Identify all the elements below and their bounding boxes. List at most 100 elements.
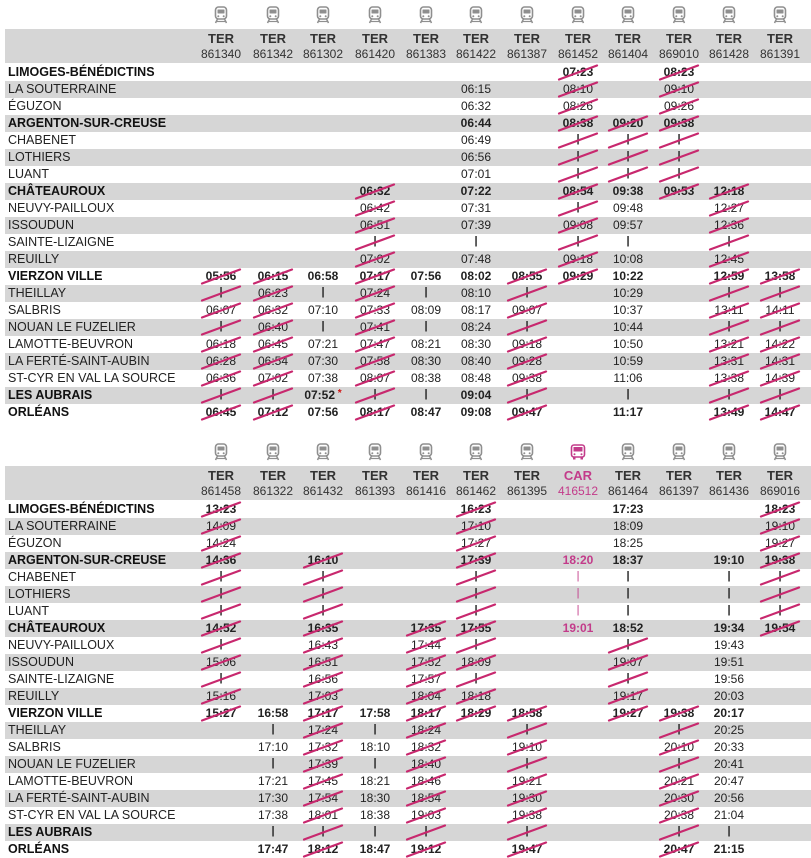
departure-time: 17:24	[307, 723, 339, 737]
station-name: CHABENET	[8, 570, 77, 584]
departure-time: 19:34	[713, 621, 745, 635]
train-column-header: TER 861432	[297, 466, 349, 500]
departure-time: 07:47	[359, 337, 391, 351]
departure-time: 09:20	[612, 116, 644, 130]
station-row: ARGENTON-SUR-CREUSE 14:36 16:10 17:39 18:20 1…	[5, 552, 811, 569]
service-type: TER	[362, 468, 388, 483]
station-name: ÉGUZON	[8, 99, 62, 113]
station-row: LA SOUTERRAINE 14:09 17:10 18:09 19:10	[5, 518, 811, 535]
station-row: ST-CYR EN VAL LA SOURCE 06:36 07:02 07:38 08…	[5, 370, 811, 387]
station-name: VIERZON VILLE	[8, 269, 103, 283]
departure-time: 06:32	[257, 303, 289, 317]
station-row: LOTHIERS | | | | | | |	[5, 586, 811, 603]
train-number: 861432	[302, 484, 344, 498]
station-row: LES AUBRAIS | | 07:52 * | | 09:04 | | | |	[5, 387, 811, 404]
station-name: NEUVY-PAILLOUX	[8, 638, 115, 652]
departure-time: 18:30	[359, 791, 391, 805]
station-name: SALBRIS	[8, 303, 61, 317]
no-stop-marker: |	[525, 723, 529, 735]
station-row: NOUAN LE FUZELIER | 17:39 | 18:40 | | 20:41	[5, 756, 811, 773]
station-row: VIERZON VILLE 05:56 06:15 06:58 07:17 07:56 08…	[5, 268, 811, 285]
train-number: 861404	[607, 47, 649, 61]
no-stop-marker: |	[424, 286, 428, 298]
departure-time: 12:27	[713, 201, 745, 215]
train-number: 861452	[557, 47, 599, 61]
departure-time: 20:17	[713, 706, 745, 720]
service-type: TER	[514, 31, 540, 46]
departure-time: 06:58	[307, 269, 339, 283]
station-name: ST-CYR EN VAL LA SOURCE	[8, 808, 176, 822]
station-name: LUANT	[8, 604, 49, 618]
departure-time: 16:43	[307, 638, 339, 652]
station-row: ISSOUDUN 15:06 16:51 17:52 18:09 19:07 19:51	[5, 654, 811, 671]
departure-time: 09:10	[663, 82, 695, 96]
departure-time: 08:47	[410, 405, 442, 419]
train-number: 861462	[455, 484, 497, 498]
station-name: SALBRIS	[8, 740, 61, 754]
departure-time: 17:39	[460, 553, 492, 567]
station-row: LAMOTTE-BEUVRON 06:18 06:45 07:21 07:47 08:21…	[5, 336, 811, 353]
departure-time: 09:07	[511, 303, 543, 317]
departure-time: 17:23	[612, 502, 644, 516]
departure-time: 06:15	[460, 82, 492, 96]
departure-time: 20:41	[713, 757, 745, 771]
departure-time: 08:09	[410, 303, 442, 317]
service-type: TER	[615, 31, 641, 46]
departure-time: 17:44	[410, 638, 442, 652]
train-number: 861420	[354, 47, 396, 61]
departure-time: 19:38	[511, 808, 543, 822]
departure-time: 19:10	[713, 553, 745, 567]
departure-time: 10:50	[612, 337, 644, 351]
departure-time: 17:17	[307, 706, 339, 720]
departure-time: 18:25	[612, 536, 644, 550]
station-name: LES AUBRAIS	[8, 388, 93, 402]
departure-time: 09:26	[663, 99, 695, 113]
departure-time: 18:32	[410, 740, 442, 754]
departure-time: 19:47	[511, 842, 543, 856]
no-stop-marker: |	[576, 604, 580, 616]
icon-row	[0, 0, 811, 28]
no-stop-marker: |	[778, 604, 782, 616]
station-name: LA FERTÉ-SAINT-AUBIN	[8, 791, 150, 805]
service-type: TER	[767, 31, 793, 46]
station-row: ÉGUZON 06:32 08:26 09:26	[5, 98, 811, 115]
station-name: THEILLAY	[8, 723, 67, 737]
no-stop-marker: |	[219, 286, 223, 298]
station-name: ST-CYR EN VAL LA SOURCE	[8, 371, 176, 385]
station-row: THEILLAY | 06:23 | 07:24 | 08:10 | 10:29 | |	[5, 285, 811, 302]
departure-time: 07:33	[359, 303, 391, 317]
train-column-header: TER 861322	[247, 466, 299, 500]
service-type: TER	[463, 31, 489, 46]
station-row: SAINTE-LIZAIGNE | 16:56 17:57 | | 19:56	[5, 671, 811, 688]
train-number: 416512	[557, 484, 599, 498]
departure-time: 08:10	[460, 286, 492, 300]
no-stop-marker: |	[576, 133, 580, 145]
departure-time: 19:10	[511, 740, 543, 754]
departure-time: 14:31	[764, 354, 796, 368]
no-stop-marker: |	[677, 167, 681, 179]
no-stop-marker: |	[576, 570, 580, 582]
service-type: TER	[260, 31, 286, 46]
departure-time: 08:17	[359, 405, 391, 419]
departure-time: 07:10	[307, 303, 339, 317]
train-column-header: TER 861342	[247, 29, 299, 63]
departure-time: 05:56	[205, 269, 237, 283]
departure-time: 07:38	[307, 371, 339, 385]
departure-time: 09:48	[612, 201, 644, 215]
train-column-header: TER 861428	[703, 29, 755, 63]
departure-time: 18:17	[410, 706, 442, 720]
station-row: LOTHIERS 06:56 | | |	[5, 149, 811, 166]
train-column-header: TER 861458	[195, 466, 247, 500]
station-row: SAINTE-LIZAIGNE | | | | |	[5, 234, 811, 251]
train-icon	[213, 6, 229, 24]
service-type: TER	[260, 468, 286, 483]
departure-time: 19:27	[612, 706, 644, 720]
train-number: 869010	[658, 47, 700, 61]
departure-time: 19:51	[713, 655, 745, 669]
departure-time: 20:30	[663, 791, 695, 805]
departure-time: 13:11	[714, 303, 744, 317]
station-row: NOUAN LE FUZELIER | 06:40 | 07:41 | 08:24 | 10:4…	[5, 319, 811, 336]
no-stop-marker: |	[474, 672, 478, 684]
station-row: THEILLAY | 17:24 | 18:24 | | 20:25	[5, 722, 811, 739]
station-name: CHÂTEAUROUX	[8, 184, 106, 198]
